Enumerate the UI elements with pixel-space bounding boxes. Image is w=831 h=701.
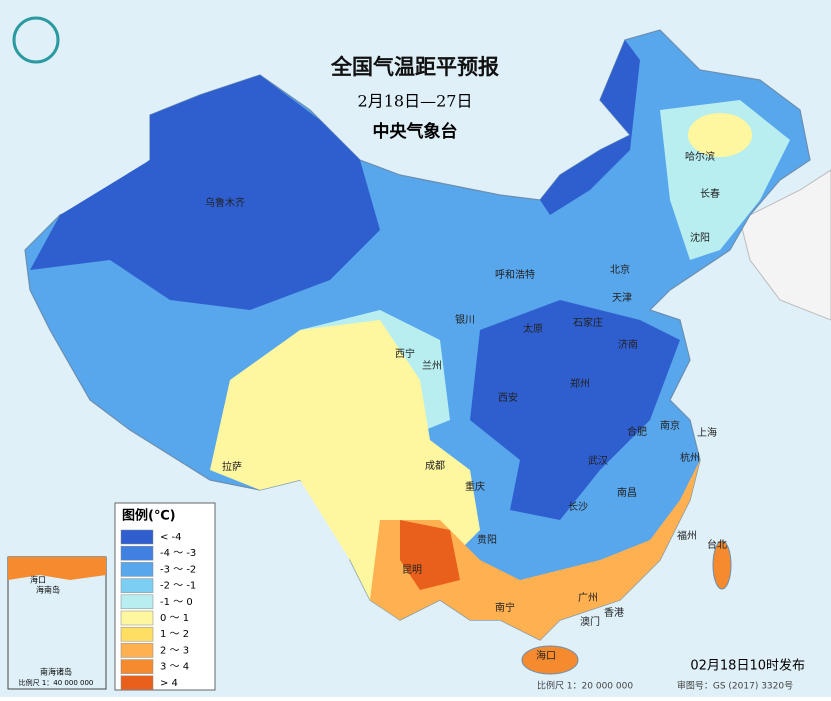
approval-number: 审图号：GS (2017) 3320号 xyxy=(677,680,793,692)
scale: 比例尺 1：20 000 000 xyxy=(537,680,633,692)
region-warm-south xyxy=(370,460,700,640)
city: 南宁 xyxy=(495,601,515,614)
legend-label: 0 ～ 1 xyxy=(160,613,189,624)
city: 济南 xyxy=(618,338,638,351)
city: 天津 xyxy=(612,292,632,304)
city: 南京 xyxy=(660,419,680,432)
legend-title: 图例(℃) xyxy=(122,508,176,524)
region-cold-west xyxy=(30,75,380,310)
neighbor-land xyxy=(739,169,831,321)
legend-label: 3 ～ 4 xyxy=(160,662,189,673)
inset-label: 海口 xyxy=(30,575,46,585)
city: 南昌 xyxy=(617,486,637,499)
city: 西宁 xyxy=(395,347,415,360)
logo xyxy=(12,16,60,64)
city: 石家庄 xyxy=(573,316,603,329)
legend-swatch xyxy=(120,626,154,642)
city: 兰州 xyxy=(422,359,442,372)
region-hot-south xyxy=(400,520,460,590)
city: 乌鲁木齐 xyxy=(205,196,245,209)
legend-label: -4 ～ -3 xyxy=(160,548,196,559)
city: 成都 xyxy=(425,460,445,472)
title: 全国气温距平预报 xyxy=(330,55,499,79)
region-cold-central xyxy=(470,300,680,520)
city: 贵阳 xyxy=(477,533,497,546)
inset-land xyxy=(8,557,106,580)
region-cold-north xyxy=(540,40,640,215)
city: 重庆 xyxy=(465,480,485,493)
subtitle: 2月18日—27日 xyxy=(358,92,473,111)
legend-label: -1 ～ 0 xyxy=(160,597,193,608)
legend-swatch xyxy=(120,610,154,626)
city: 福州 xyxy=(677,529,697,542)
city: 昆明 xyxy=(402,564,422,576)
city: 银川 xyxy=(455,313,475,326)
city: 台北 xyxy=(707,538,727,551)
legend-swatch xyxy=(120,529,154,545)
city: 广州 xyxy=(578,592,598,604)
inset-map: 海口 海南岛 南海诸岛 比例尺 1：40 000 000 xyxy=(7,556,107,690)
inset-frame xyxy=(7,556,107,690)
city: 拉萨 xyxy=(222,460,242,473)
hainan xyxy=(521,645,579,675)
legend-swatch xyxy=(120,545,154,561)
city-labels: 乌鲁木齐 哈尔滨 长春 沈阳 呼和浩特 北京 天津 银川 石家庄 太原 济南 西… xyxy=(205,150,727,662)
city: 太原 xyxy=(523,322,543,335)
inset-label: 南海诸岛 xyxy=(40,667,72,677)
issuer: 中央气象台 xyxy=(373,121,458,142)
legend-swatch xyxy=(120,578,154,593)
city: 长春 xyxy=(700,188,720,200)
legend-swatch xyxy=(120,562,154,577)
legend-swatch xyxy=(120,659,154,674)
issued-time: 02月18日10时发布 xyxy=(690,658,805,674)
city: 香港 xyxy=(604,607,624,619)
city: 哈尔滨 xyxy=(685,150,715,163)
city: 呼和浩特 xyxy=(495,269,535,281)
legend-swatch xyxy=(120,675,154,691)
city: 西安 xyxy=(498,391,518,404)
city: 杭州 xyxy=(680,451,700,464)
city: 长沙 xyxy=(568,501,588,513)
city: 上海 xyxy=(697,426,717,439)
legend-label: < -4 xyxy=(160,532,182,543)
legend-swatch xyxy=(120,594,154,610)
legend-label: 2 ～ 3 xyxy=(160,645,189,656)
city: 合肥 xyxy=(627,425,647,438)
city: 北京 xyxy=(610,263,630,276)
city: 武汉 xyxy=(588,454,608,467)
legend-label: > 4 xyxy=(160,678,178,689)
city: 郑州 xyxy=(570,377,590,390)
inset-label: 海南岛 xyxy=(36,585,60,595)
legend-label: -2 ～ -1 xyxy=(160,581,196,592)
city: 海口 xyxy=(536,649,556,662)
taiwan xyxy=(712,540,732,590)
city: 澳门 xyxy=(580,615,600,628)
legend: 图例(℃) < -4 -4 ～ -3 -3 ～ -2 -2 ～ -1 -1 ～ 0 0 ～… xyxy=(114,502,216,691)
inset-scale: 比例尺 1：40 000 000 xyxy=(19,678,94,687)
legend-label: -3 ～ -2 xyxy=(160,564,196,575)
legend-swatch xyxy=(120,643,154,658)
city: 沈阳 xyxy=(690,231,710,244)
legend-items: < -4 -4 ～ -3 -3 ～ -2 -2 ～ -1 -1 ～ 0 0 ～ 1 1 ～ … xyxy=(120,529,196,691)
region-warm-northeast xyxy=(688,113,752,157)
legend-label: 1 ～ 2 xyxy=(160,629,189,640)
